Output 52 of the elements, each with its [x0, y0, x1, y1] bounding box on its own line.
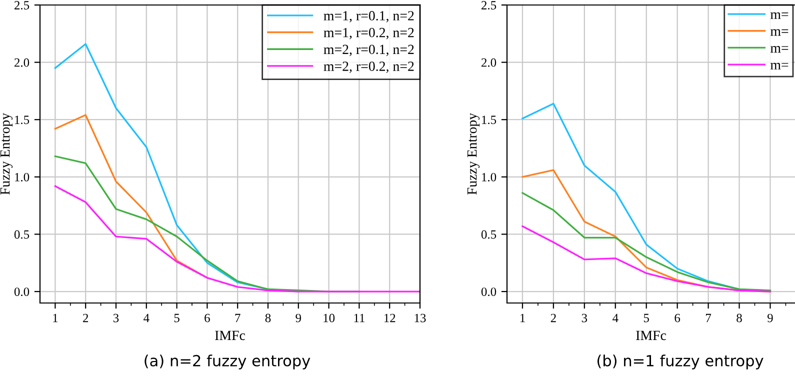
y-tick-label: 2.0 [14, 58, 30, 67]
y-tick-label: 1.0 [482, 172, 496, 182]
y-tick-label: 0.5 [481, 230, 496, 239]
y-tick-label: 2.5 [482, 1, 496, 10]
y-tick-label: 2.0 [482, 58, 496, 67]
x-tick-label: 7 [706, 314, 712, 322]
y-tick-label: 0.0 [14, 288, 30, 296]
legend-label: m=2, r=0.2, n=2 [324, 62, 414, 73]
x-tick-label: 12 [384, 314, 396, 322]
x-tick-label: 3 [113, 314, 119, 322]
x-axis-title: IMFc [636, 330, 666, 340]
x-tick-label: 11 [354, 314, 364, 322]
legend-label: m= [770, 46, 788, 53]
x-tick-label: 1 [53, 314, 58, 322]
x-tick-label: 3 [582, 314, 588, 322]
x-axis-title: IMFc [215, 330, 246, 340]
x-tick-label: 4 [612, 314, 618, 322]
x-tick-label: 8 [736, 314, 742, 322]
legend-label: m=2, r=0.1, n=2 [324, 44, 414, 56]
x-tick-label: 4 [144, 314, 150, 322]
x-tick-label: 6 [204, 314, 210, 322]
y-axis-title: Fuzzy Entropy [0, 112, 13, 195]
x-tick-label: 9 [768, 314, 773, 322]
x-tick-label: 2 [83, 314, 88, 322]
x-tick-label: 7 [235, 314, 240, 322]
x-tick-label: 2 [550, 314, 556, 322]
text: (b) n=1 fuzzy entropy [598, 354, 764, 370]
line-series [522, 192, 772, 292]
y-tick-label: 0.5 [14, 230, 30, 239]
y-tick-label: 0.0 [481, 288, 496, 296]
x-tick-label: 6 [674, 314, 680, 322]
x-tick-label: 5 [174, 314, 180, 322]
legend-label: m= [770, 62, 788, 70]
legend-label: m= [770, 29, 788, 36]
x-tick-label: 8 [265, 314, 271, 322]
y-tick-label: 1.5 [482, 116, 496, 124]
y-tick-label: 2.5 [14, 1, 30, 10]
x-tick-label: 5 [644, 314, 649, 322]
legend-label: m=1, r=0.1, n=2 [324, 11, 414, 22]
line-series [522, 225, 772, 292]
x-tick-label: 1 [520, 314, 525, 322]
text: (a) n=2 fuzzy entropy [144, 354, 310, 370]
y-tick-label: 1.5 [15, 116, 30, 124]
line-series [54, 114, 208, 279]
legend-label: m= [770, 12, 788, 19]
y-tick-label: 1.0 [15, 172, 30, 182]
legend-label: m=1, r=0.2, n=2 [324, 28, 414, 40]
x-tick-label: 13 [414, 314, 426, 322]
line-series [54, 185, 420, 292]
y-axis-title: Fuzzy Entropy [467, 112, 480, 195]
x-tick-label: 10 [324, 314, 335, 322]
x-tick-label: 9 [296, 314, 302, 322]
